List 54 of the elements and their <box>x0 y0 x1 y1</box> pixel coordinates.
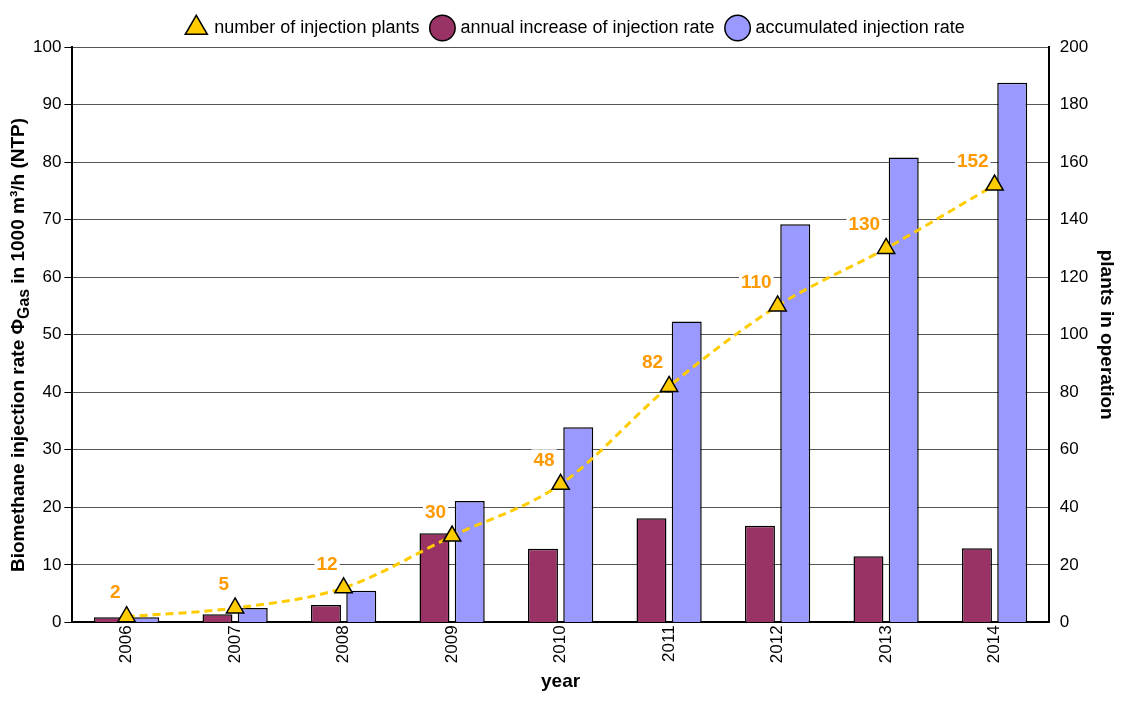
point <box>876 237 896 255</box>
x-tick-label: 2013 <box>875 625 895 664</box>
data-label: 110 <box>740 270 772 292</box>
y-tick-label: 20 <box>42 496 62 516</box>
y-tick-label: 80 <box>42 151 62 171</box>
y2-tick-label: 60 <box>1059 439 1079 459</box>
y-tick-label: 0 <box>51 612 62 632</box>
data-label: 12 <box>316 552 338 574</box>
x-tick-label: 2008 <box>333 625 353 664</box>
x-axis-title: year <box>541 669 581 691</box>
x-tick-label: 2009 <box>441 625 461 664</box>
point <box>768 295 787 312</box>
x-tick-label: 2012 <box>767 625 787 664</box>
y-tick-label: 40 <box>42 381 62 401</box>
point <box>551 473 571 491</box>
legend-label: accumulated injection rate <box>755 16 965 37</box>
x-tick-label: 2007 <box>224 625 244 664</box>
data-label: 48 <box>533 449 555 471</box>
y2-tick-label: 20 <box>1059 554 1079 574</box>
point <box>659 375 679 393</box>
y2-tick-label: 80 <box>1059 381 1079 401</box>
data-label: 82 <box>641 351 664 373</box>
point <box>985 174 1004 191</box>
y-tick-label: 50 <box>42 324 62 344</box>
y2-tick-label: 0 <box>1059 612 1070 632</box>
data-label: 5 <box>218 572 230 594</box>
point <box>442 525 462 542</box>
point <box>334 577 354 594</box>
x-tick-label: 2010 <box>550 625 570 664</box>
y-tick-label: 10 <box>42 554 62 574</box>
y2-tick-label: 160 <box>1059 151 1089 171</box>
y2-tick-label: 180 <box>1059 94 1089 114</box>
x-tick-label: 2011 <box>658 625 678 662</box>
legend-label: number of injection plants <box>214 16 420 37</box>
y2-tick-label: 100 <box>1059 324 1089 344</box>
y2-axis-title: plants in operation <box>1097 249 1119 420</box>
legend-label: annual increase of injection rate <box>460 16 715 37</box>
y2-tick-label: 40 <box>1059 496 1079 516</box>
point <box>117 605 137 623</box>
y-tick-label: 30 <box>42 439 62 459</box>
data-label: 130 <box>848 213 881 235</box>
data-label: 152 <box>956 149 989 171</box>
x-tick-label: 2014 <box>984 625 1004 664</box>
data-label: 30 <box>424 500 447 522</box>
point <box>225 597 245 614</box>
y2-tick-label: 140 <box>1059 209 1089 229</box>
y-tick-label: 60 <box>42 266 62 286</box>
y2-tick-label: 120 <box>1059 266 1089 286</box>
data-label: 2 <box>110 581 121 603</box>
y2-tick-label: 200 <box>1059 36 1089 56</box>
y-tick-label: 100 <box>32 36 62 56</box>
y-tick-label: 70 <box>42 209 62 229</box>
x-tick-label: 2006 <box>116 625 136 664</box>
y-tick-label: 90 <box>42 94 62 114</box>
